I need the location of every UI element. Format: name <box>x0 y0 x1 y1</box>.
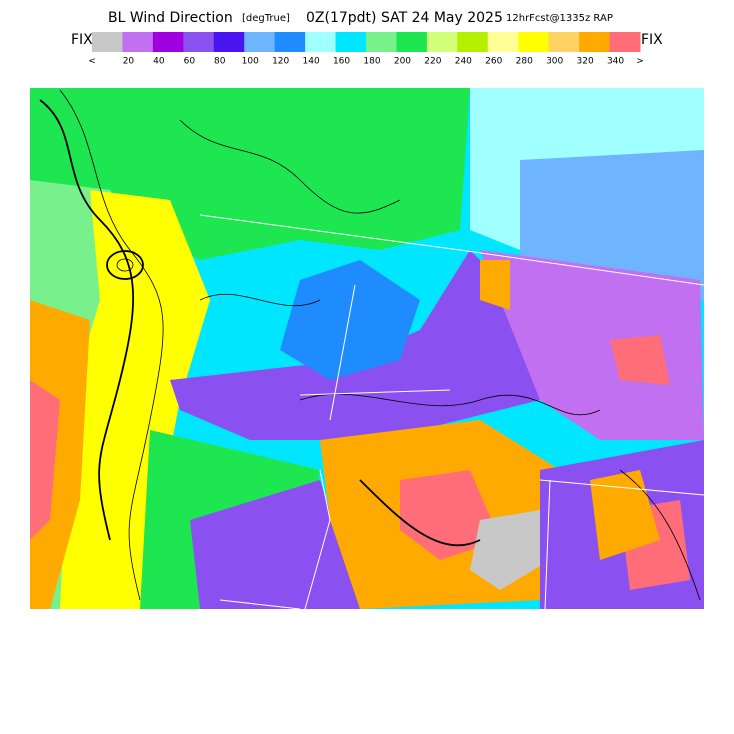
colorbar-swatch <box>183 32 215 52</box>
colorbar-label: 320 <box>577 57 594 67</box>
units: [degTrue] <box>242 13 290 24</box>
colorbar-swatch <box>396 32 428 52</box>
colorbar: <20 40 60 80 100 120 140 160 180 200 220 240 260 280 3… <box>88 32 644 67</box>
colorbar-swatch <box>366 32 397 52</box>
colorbar-label: 40 <box>153 57 165 67</box>
colorbar-swatch <box>518 32 550 52</box>
forecast: 12hrFcst@1335z RAP <box>506 13 613 24</box>
colorbar-swatch <box>426 32 458 52</box>
map <box>30 88 704 609</box>
colorbar-swatch <box>92 32 123 52</box>
colorbar-swatch <box>487 32 519 52</box>
colorbar-label: 260 <box>485 57 502 67</box>
colorbar-left-label: FIX <box>71 32 93 48</box>
colorbar-label: 200 <box>394 57 411 67</box>
colorbar-swatch <box>305 32 337 52</box>
colorbar-swatch <box>609 32 641 52</box>
colorbar-label: 220 <box>424 57 441 67</box>
colorbar-label: 160 <box>333 57 350 67</box>
colorbar-swatch <box>152 32 184 52</box>
colorbar-swatch <box>457 32 489 52</box>
colorbar-swatch <box>274 32 306 52</box>
colorbar-swatch <box>244 32 276 52</box>
colorbar-label: 240 <box>455 57 472 67</box>
colorbar-right-label: FIX <box>641 32 663 48</box>
colorbar-label: > <box>636 57 644 67</box>
colorbar-label: < <box>88 57 96 67</box>
colorbar-label: 280 <box>516 57 533 67</box>
colorbar-swatch <box>548 32 580 52</box>
colorbar-label: 340 <box>607 57 624 67</box>
colorbar-label: 80 <box>214 57 226 67</box>
colorbar-label: 60 <box>184 57 196 67</box>
colorbar-label: 140 <box>303 57 320 67</box>
colorbar-label: 20 <box>123 57 135 67</box>
valid-time: 0Z(17pdt) SAT 24 May 2025 <box>306 10 503 26</box>
colorbar-label: 300 <box>546 57 563 67</box>
colorbar-swatch <box>579 32 611 52</box>
colorbar-label: 120 <box>272 57 289 67</box>
colorbar-label: 100 <box>242 57 259 67</box>
colorbar-swatch <box>335 32 367 52</box>
colorbar-label: 180 <box>363 57 380 67</box>
colorbar-swatch <box>122 32 154 52</box>
colorbar-swatch <box>213 32 245 52</box>
title: BL Wind Direction <box>108 10 233 26</box>
